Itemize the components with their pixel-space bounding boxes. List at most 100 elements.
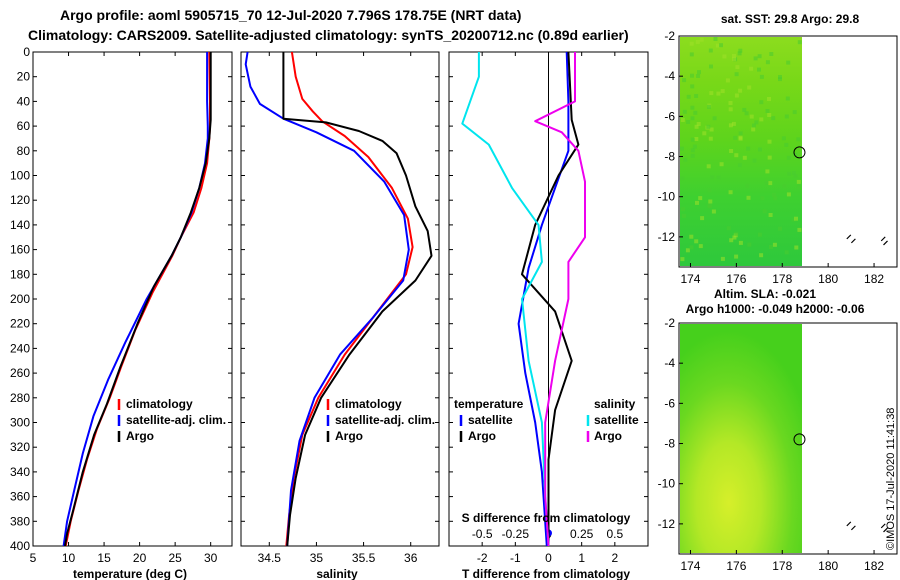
legend-temperature-title: temperature xyxy=(454,397,524,411)
sst-pixel xyxy=(690,116,695,121)
sla-map: Altim. SLA: -0.021 Argo h1000: -0.049 h2… xyxy=(658,287,898,573)
map-x-tick-label: 178 xyxy=(772,559,792,573)
sst-pixel xyxy=(694,137,699,141)
series-climatology xyxy=(64,52,211,546)
sst-pixel xyxy=(680,176,685,181)
sst-pixel xyxy=(765,109,770,113)
sst-pixel xyxy=(734,231,739,236)
sst-pixel xyxy=(791,217,796,222)
sst-pixel xyxy=(767,97,771,101)
x-tick-label: -1 xyxy=(510,551,521,565)
map-y-tick-label: -12 xyxy=(658,517,676,531)
sst-pixel xyxy=(726,226,731,231)
sst-pixel xyxy=(796,185,801,190)
salinity-panel: 34.5 35 35.5 36 salinity climatology satell… xyxy=(240,51,440,580)
sst-pixel xyxy=(786,60,791,65)
sla-map-title: Altim. SLA: -0.021 xyxy=(714,287,816,301)
sst-pixel xyxy=(747,242,752,247)
sst-pixel xyxy=(738,48,743,53)
sst-pixel xyxy=(744,111,749,116)
sst-pixel xyxy=(784,142,789,147)
island-mark xyxy=(846,234,852,240)
sst-pixel xyxy=(698,196,703,201)
series-climatology xyxy=(285,52,414,546)
sst-pixel xyxy=(772,192,776,197)
sst-pixel xyxy=(690,73,694,78)
sst-pixel xyxy=(759,74,764,79)
y-tick-label: 40 xyxy=(17,94,31,108)
series-salinity-argo xyxy=(534,52,586,546)
sst-pixel xyxy=(737,51,742,56)
sst-pixel xyxy=(683,157,688,162)
sst-pixel xyxy=(690,84,695,89)
sst-pixel xyxy=(796,179,801,184)
sst-pixel xyxy=(732,235,737,240)
sst-pixel xyxy=(786,155,791,160)
sst-pixel xyxy=(706,164,711,169)
sst-pixel xyxy=(712,116,717,121)
map-y-tick-label: -4 xyxy=(664,69,675,83)
series-temperature-satellite xyxy=(517,52,570,546)
sst-pixel xyxy=(698,244,703,249)
map-y-tick-label: -8 xyxy=(664,150,675,164)
legend-s-argo-label: Argo xyxy=(594,429,622,443)
sst-pixel xyxy=(716,91,721,96)
sst-pixel xyxy=(784,250,789,255)
sst-pixel xyxy=(759,100,764,105)
sst-pixel xyxy=(749,66,754,71)
sst-pixel xyxy=(682,109,687,114)
y-tick-label: 360 xyxy=(10,490,30,504)
sst-pixel xyxy=(692,144,697,149)
difference-legend: temperature satellite Argo salinity sate… xyxy=(454,397,639,443)
series-satellite-adj-clim- xyxy=(244,52,410,546)
temperature-panel: 5 10 15 20 25 3002040608010012014016018020022… xyxy=(10,45,233,580)
sst-pixel xyxy=(767,139,772,144)
sst-pixel xyxy=(734,93,739,98)
x-tick-label: 30 xyxy=(204,551,218,565)
sst-pixel xyxy=(709,64,713,69)
sst-pixel xyxy=(731,121,736,126)
x-tick-label: 34.5 xyxy=(258,551,282,565)
sst-pixel xyxy=(769,245,773,249)
map-x-tick-label: 180 xyxy=(818,272,838,286)
legend-satellite-label: satellite-adj. clim. xyxy=(126,413,226,427)
argo-float-marker xyxy=(793,146,806,159)
y-tick-label: 340 xyxy=(10,465,30,479)
x-tick-label: 35 xyxy=(310,551,324,565)
sla-map-subtitle: Argo h1000: -0.049 h2000: -0.06 xyxy=(686,302,865,316)
sst-pixel xyxy=(767,155,772,160)
sst-pixel xyxy=(767,113,772,117)
sst-pixel xyxy=(728,101,733,105)
map-x-tick-label: 182 xyxy=(864,272,884,286)
sst-pixel xyxy=(686,120,691,124)
sst-pixel xyxy=(738,88,743,93)
sst-pixel xyxy=(728,123,733,128)
sst-pixel xyxy=(699,37,704,42)
argo-float-marker xyxy=(793,433,806,446)
sst-pixel xyxy=(709,91,714,96)
y-tick-label: 300 xyxy=(10,416,30,430)
sst-pixel xyxy=(746,195,751,200)
x-tick-label: 5 xyxy=(30,551,37,565)
sst-pixel xyxy=(700,216,705,221)
sst-pixel xyxy=(738,136,743,141)
sst-pixel xyxy=(708,136,713,141)
sst-pixel xyxy=(689,245,694,250)
sst-pixel xyxy=(728,107,733,112)
map-y-tick-label: -4 xyxy=(664,356,675,370)
sst-map-title: sat. SST: 29.8 Argo: 29.8 xyxy=(721,12,860,26)
y-tick-label: 140 xyxy=(10,218,30,232)
sst-pixel xyxy=(722,54,727,59)
y-tick-label: 20 xyxy=(17,70,31,84)
sst-pixel xyxy=(781,136,786,141)
y-tick-label: 0 xyxy=(23,45,30,59)
sst-pixel xyxy=(749,114,754,119)
sst-pixel xyxy=(709,127,714,132)
watermark: ©IMOS 17-Jul-2020 11:41:38 xyxy=(885,408,897,550)
y-tick-label: 400 xyxy=(10,539,30,553)
legend-s-satellite-label: satellite xyxy=(594,413,639,427)
island-mark xyxy=(880,236,886,242)
sst-pixel xyxy=(694,239,699,244)
sst-pixel xyxy=(773,196,778,201)
sst-pixel xyxy=(754,120,759,125)
